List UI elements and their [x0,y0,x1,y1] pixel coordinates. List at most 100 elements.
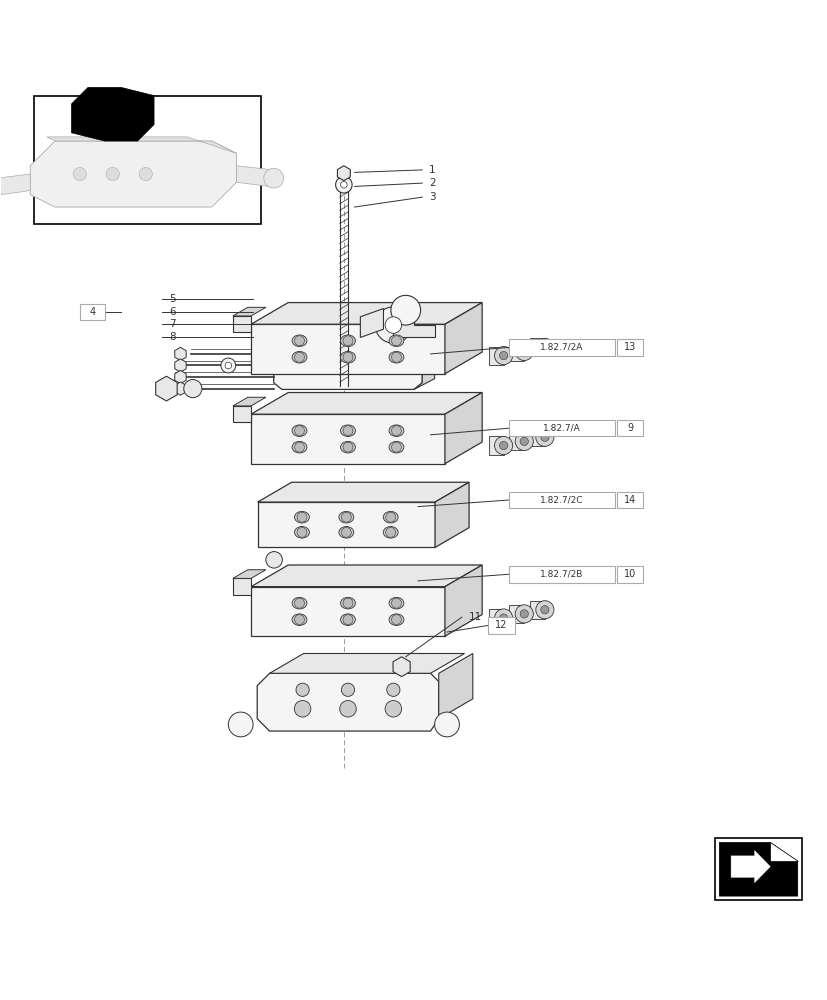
Circle shape [390,295,420,325]
Circle shape [385,701,401,717]
Text: 14: 14 [624,495,636,505]
Polygon shape [251,565,481,587]
Circle shape [294,598,304,608]
Circle shape [391,352,401,362]
Polygon shape [0,174,31,195]
Ellipse shape [340,351,355,363]
Ellipse shape [294,511,309,523]
Circle shape [339,701,356,717]
Circle shape [535,601,553,619]
Polygon shape [444,303,481,374]
Circle shape [514,342,533,361]
Ellipse shape [294,527,309,538]
Ellipse shape [338,527,353,538]
Polygon shape [719,842,796,896]
Bar [35,96,261,224]
Ellipse shape [389,441,404,453]
Polygon shape [31,141,237,207]
Bar [79,304,104,320]
Circle shape [519,610,528,618]
Circle shape [342,426,352,436]
Text: 2: 2 [428,178,435,188]
Circle shape [342,336,352,346]
Circle shape [391,426,401,436]
Circle shape [225,362,232,369]
Circle shape [106,167,119,181]
Ellipse shape [389,335,404,347]
Text: 1.82.7/2A: 1.82.7/2A [539,343,583,352]
Polygon shape [282,325,434,337]
Polygon shape [46,137,237,153]
Circle shape [297,527,307,537]
Text: 11: 11 [468,612,481,622]
Ellipse shape [338,511,353,523]
Ellipse shape [292,597,307,609]
Polygon shape [174,382,186,395]
Polygon shape [251,414,444,464]
Circle shape [391,336,401,346]
Circle shape [519,347,528,356]
Circle shape [519,437,528,446]
Ellipse shape [389,425,404,436]
Circle shape [434,712,459,737]
Circle shape [514,605,533,623]
Bar [616,492,643,508]
Circle shape [294,442,304,452]
Polygon shape [257,482,469,502]
Ellipse shape [340,614,355,625]
Polygon shape [270,653,464,673]
Circle shape [342,442,352,452]
Circle shape [540,606,548,614]
Polygon shape [509,605,523,623]
Ellipse shape [389,597,404,609]
Polygon shape [232,570,265,578]
Circle shape [341,512,351,522]
Circle shape [294,352,304,362]
Polygon shape [232,397,265,406]
Polygon shape [529,428,544,446]
Text: 9: 9 [626,423,633,433]
Circle shape [342,352,352,362]
Ellipse shape [292,335,307,347]
Ellipse shape [383,511,398,523]
Polygon shape [251,303,481,324]
Polygon shape [174,359,186,372]
Ellipse shape [389,351,404,363]
Circle shape [540,343,548,351]
Text: 5: 5 [169,294,175,304]
Text: 4: 4 [89,307,95,317]
Polygon shape [71,87,154,141]
Polygon shape [232,578,251,595]
Polygon shape [360,309,383,337]
Circle shape [294,426,304,436]
Polygon shape [174,347,186,361]
Polygon shape [232,307,265,316]
Text: 1.82.7/A: 1.82.7/A [543,424,580,433]
Polygon shape [155,376,177,401]
Text: 1: 1 [428,165,435,175]
Circle shape [297,512,307,522]
Circle shape [228,712,253,737]
Polygon shape [529,338,544,356]
Circle shape [73,167,86,181]
Circle shape [264,168,284,188]
Polygon shape [251,324,444,374]
Text: 3: 3 [428,192,435,202]
Circle shape [295,683,308,696]
Ellipse shape [389,614,404,625]
Polygon shape [251,393,481,414]
Text: 12: 12 [495,620,507,630]
Circle shape [540,433,548,441]
Ellipse shape [292,425,307,436]
Bar [715,838,801,900]
Circle shape [535,338,553,356]
Text: 10: 10 [624,569,636,579]
Text: 7: 7 [169,319,175,329]
Bar [488,617,514,634]
Polygon shape [509,432,523,450]
Polygon shape [274,337,422,389]
Circle shape [535,428,553,446]
Polygon shape [444,393,481,464]
Polygon shape [237,166,274,186]
Polygon shape [337,166,350,181]
